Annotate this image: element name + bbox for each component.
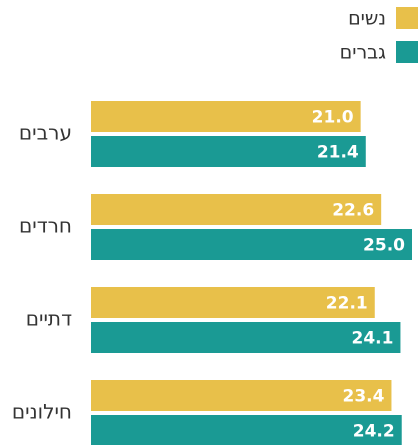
bar	[91, 287, 375, 318]
value-label: 21.0	[312, 108, 354, 128]
value-label: 24.2	[353, 422, 395, 442]
legend-label: גברים	[340, 42, 387, 64]
value-label: 23.4	[343, 387, 385, 407]
category-label: חרדים	[19, 214, 72, 238]
bar	[91, 380, 392, 411]
bar	[91, 194, 382, 225]
value-label: 25.0	[363, 236, 405, 256]
value-label: 24.1	[351, 329, 393, 349]
category-label: חילונים	[12, 400, 72, 424]
bar	[91, 322, 401, 353]
legend-swatch	[396, 7, 418, 29]
legend-swatch	[396, 41, 418, 63]
legend-label: נשים	[348, 8, 386, 30]
value-label: 22.6	[332, 201, 374, 221]
bar	[91, 101, 361, 132]
bar	[91, 229, 412, 260]
bar	[91, 415, 402, 445]
bar	[91, 136, 366, 167]
category-label: דתיים	[26, 307, 72, 331]
value-label: 21.4	[317, 143, 359, 163]
value-label: 22.1	[326, 294, 368, 314]
category-label: ערבים	[19, 121, 72, 145]
